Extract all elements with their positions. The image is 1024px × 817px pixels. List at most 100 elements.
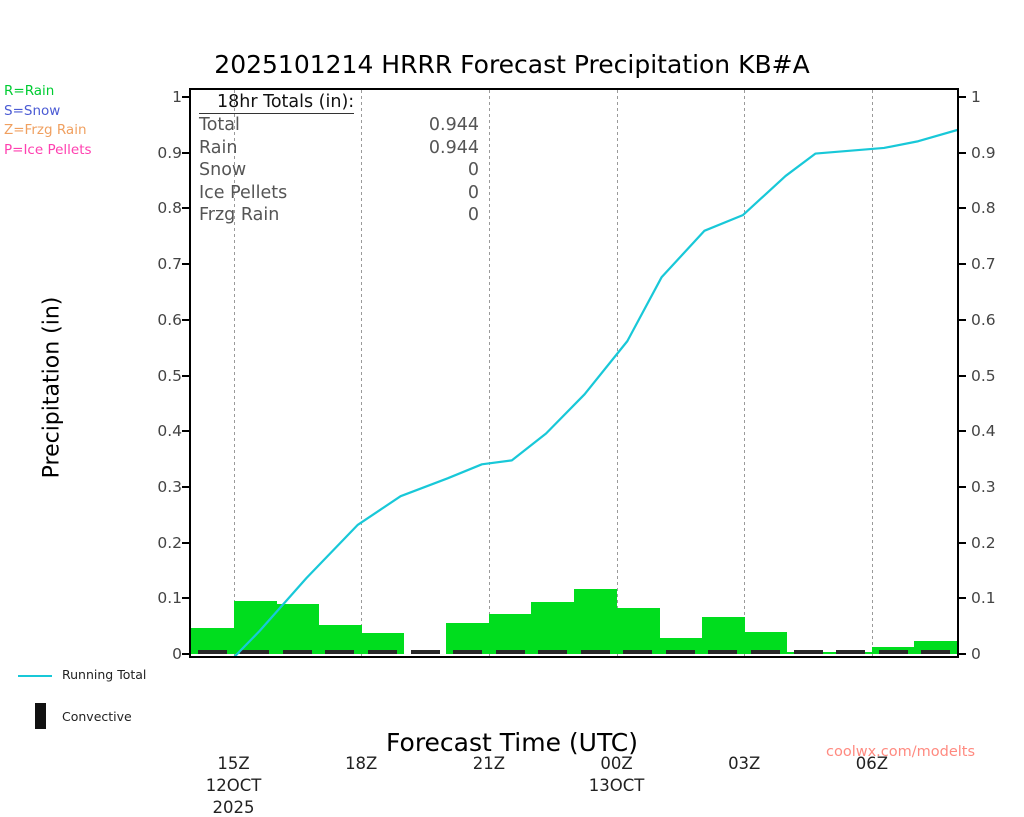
- y-tick-mark: [182, 653, 191, 655]
- page-title: 2025101214 HRRR Forecast Precipitation K…: [214, 50, 810, 79]
- plot-inner: RRRRRRRRRRRRRRRRRR: [191, 90, 957, 656]
- convective-marker: [751, 650, 780, 654]
- y-tick-label-right: 0.5: [971, 366, 996, 385]
- convective-marker: [708, 650, 738, 654]
- y-tick-label-left: 0.9: [157, 143, 182, 162]
- totals-row-value: 0: [467, 205, 479, 226]
- x-tick-label: 06Z: [855, 754, 889, 773]
- precip-bar: [701, 617, 745, 654]
- y-tick-label-right: 0.8: [971, 199, 996, 218]
- x-tick-label: 15Z: [217, 754, 250, 773]
- y-tick-mark: [182, 430, 191, 433]
- y-tick-mark: [957, 374, 966, 377]
- convective-marker: [623, 650, 653, 654]
- x-gridline: [871, 90, 873, 656]
- precip-bar: [191, 627, 235, 654]
- legend-frzg-rain: Z=Frzg Rain: [4, 122, 87, 138]
- y-tick-mark: [182, 318, 191, 321]
- y-tick-mark: [957, 541, 966, 544]
- totals-row: Rain 0.944: [199, 138, 529, 161]
- plot-area: RRRRRRRRRRRRRRRRRR 18hr Totals (in): Tot…: [157, 88, 996, 817]
- x-gridline: [616, 90, 618, 656]
- convective-marker: [921, 650, 951, 654]
- totals-row-label: Frzg Rain: [199, 205, 280, 226]
- running-total-line: [233, 128, 957, 656]
- y-tick-label-left: 0.6: [157, 310, 182, 329]
- totals-row: Total 0.944: [199, 115, 529, 138]
- precip-bar: [531, 601, 575, 654]
- convective-marker: [410, 650, 440, 654]
- y-tick-label-left: 0.7: [157, 255, 182, 274]
- legend-snow: S=Snow: [4, 102, 61, 119]
- y-tick-mark: [182, 151, 191, 154]
- totals-row-label: Ice Pellets: [199, 182, 288, 203]
- precip-bar: [574, 588, 618, 654]
- totals-row-label: Rain: [199, 137, 238, 158]
- legend-ice-pellets: P=Ice Pellets: [4, 141, 92, 158]
- totals-row-label: Total: [199, 115, 240, 135]
- x-tick-label: 00Z: [600, 754, 633, 773]
- convective-marker: [368, 650, 397, 654]
- y-tick-label-right: 0.4: [971, 422, 996, 441]
- y-tick-label-left: 0.2: [157, 533, 182, 552]
- precip-bar: [318, 625, 362, 654]
- x-gridline: [744, 90, 746, 656]
- y-tick-mark: [182, 96, 191, 98]
- x-gridline: [233, 90, 235, 656]
- legend-rain: R=Rain: [4, 83, 55, 99]
- y-tick-mark: [957, 653, 966, 655]
- totals-header: 18hr Totals (in):: [199, 92, 355, 114]
- y-tick-label-right: 0.9: [971, 143, 996, 162]
- convective-swatch: [35, 703, 46, 729]
- y-tick-label-left: 0.5: [157, 366, 182, 385]
- y-tick-label-left: 0.8: [157, 199, 182, 218]
- convective-marker: [453, 650, 483, 654]
- watermark: coolwx.com/modelts: [826, 744, 976, 760]
- totals-row: Ice Pellets 0: [199, 183, 529, 206]
- precip-bar: [446, 623, 490, 654]
- convective-marker: [538, 650, 568, 654]
- y-tick-label-left: 0: [172, 645, 182, 663]
- y-tick-mark: [957, 207, 966, 210]
- totals-box: 18hr Totals (in): Total 0.944 Rain 0.944 Sno…: [199, 92, 529, 228]
- precip-type-legend: R=Rain S=Snow Z=Frzg Rain P=Ice Pellets: [4, 82, 174, 160]
- x-gridline: [361, 90, 363, 656]
- y-tick-mark: [182, 207, 191, 210]
- totals-row: Snow 0: [199, 160, 529, 183]
- y-tick-mark: [957, 151, 966, 154]
- precip-bar: [488, 613, 533, 654]
- y-tick-label-left: 0.4: [157, 422, 182, 441]
- y-tick-mark: [182, 485, 191, 488]
- running-total-label: Running Total: [62, 667, 147, 682]
- y-tick-mark: [182, 541, 191, 544]
- convective-marker: [495, 650, 525, 654]
- y-tick-mark: [957, 96, 966, 98]
- y-tick-label-left: 0.3: [157, 477, 182, 496]
- running-total-line-swatch: [18, 675, 52, 677]
- convective-marker: [197, 650, 227, 654]
- x-tick-date: 13OCT: [588, 776, 645, 795]
- y-tick-label-right: 0.7: [971, 255, 996, 274]
- convective-marker: [878, 650, 908, 654]
- y-tick-mark: [957, 597, 966, 600]
- series-legend: Running Total Convective: [10, 665, 185, 741]
- y-tick-label-right: 0: [971, 645, 981, 663]
- totals-row-value: 0.944: [428, 115, 479, 135]
- convective-marker: [580, 650, 610, 654]
- totals-row-value: 0: [467, 160, 479, 181]
- convective-marker: [836, 650, 866, 654]
- y-tick-mark: [957, 263, 966, 266]
- x-tick-label: 21Z: [472, 754, 506, 773]
- x-axis-title: Forecast Time (UTC): [386, 728, 638, 757]
- y-tick-label-right: 0.2: [971, 533, 996, 552]
- precip-bar: [276, 603, 320, 654]
- y-tick-label-left: 1: [172, 88, 182, 106]
- y-tick-mark: [957, 430, 966, 433]
- convective-marker: [793, 650, 823, 654]
- x-tick-date: 12OCT: [205, 776, 262, 795]
- totals-row-label: Snow: [199, 160, 247, 181]
- convective-marker: [325, 650, 355, 654]
- precip-bar: [744, 631, 788, 654]
- convective-marker: [282, 650, 312, 654]
- totals-row-value: 0.944: [428, 137, 479, 158]
